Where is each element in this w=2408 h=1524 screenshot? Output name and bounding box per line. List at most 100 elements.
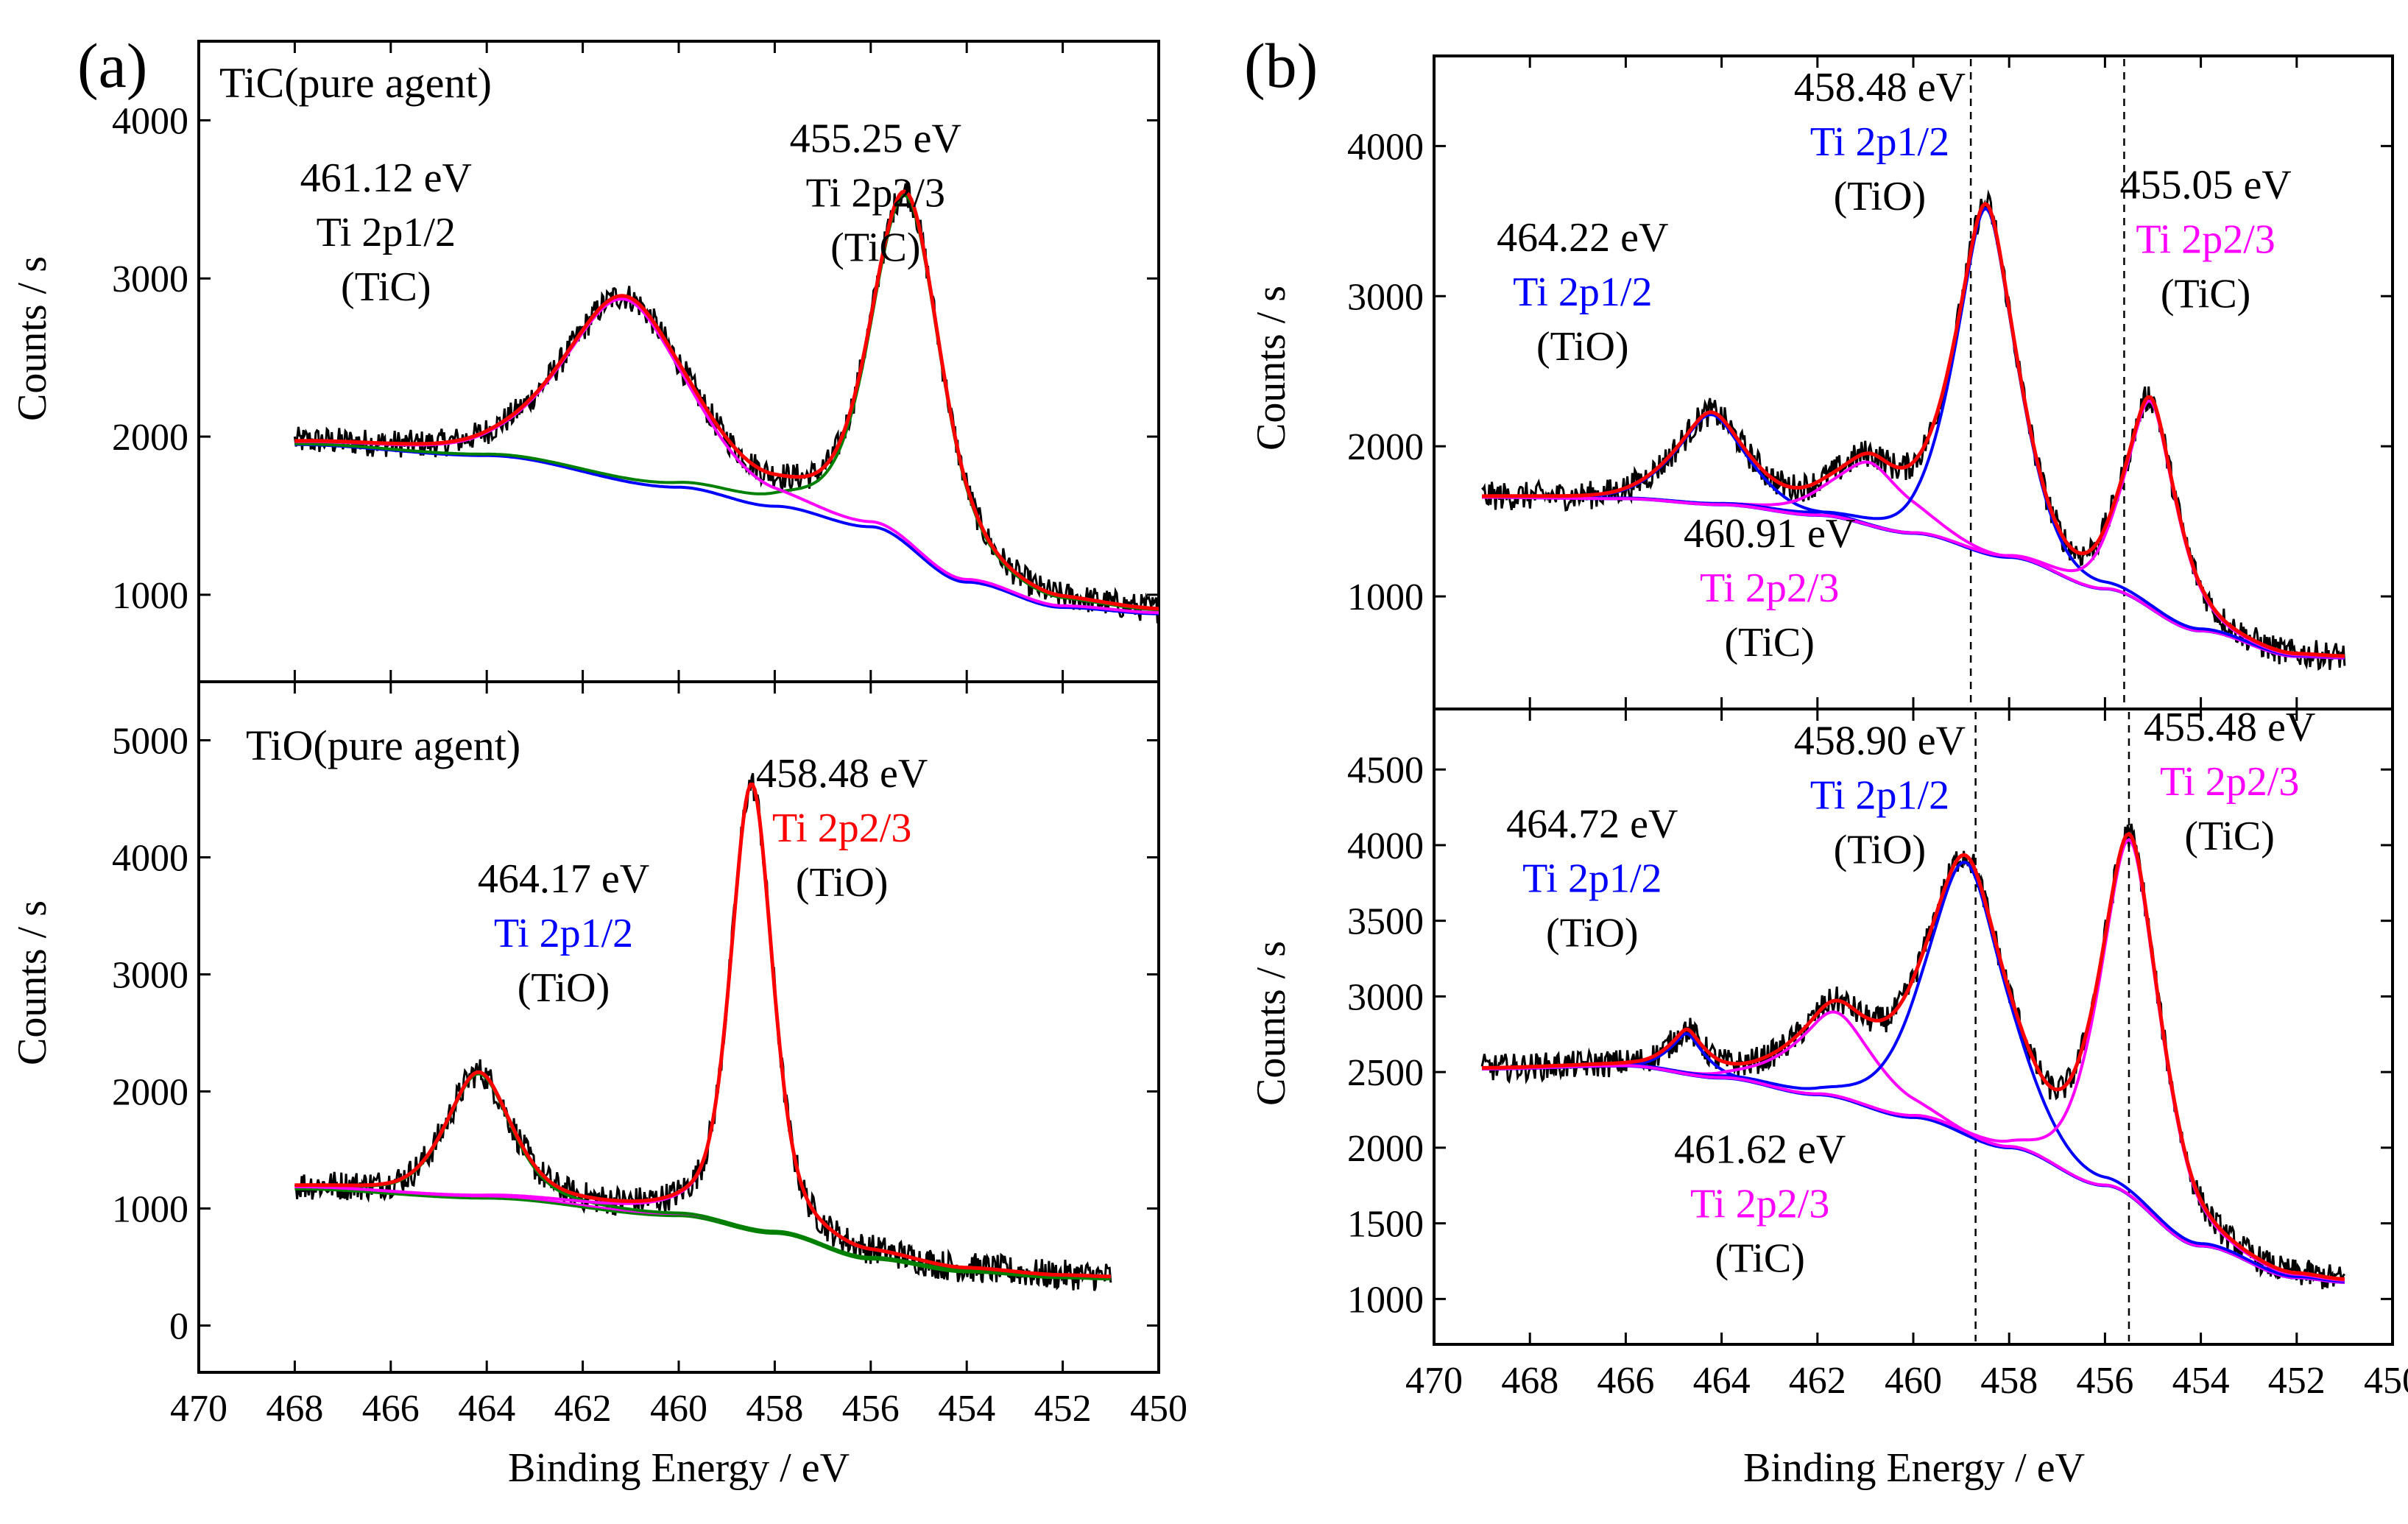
peak-annotation-line: 464.17 eV (478, 856, 649, 902)
y-tick-label: 3000 (112, 954, 188, 996)
panel-a-bottom-title: TiO(pure agent) (246, 722, 520, 769)
x-tick-label: 466 (1597, 1360, 1654, 1402)
envelope-fit-line (294, 189, 1159, 611)
panel-label-a: (a) (77, 30, 147, 101)
y-tick-label: 2500 (1347, 1052, 1424, 1094)
peak-annotation-line: 455.48 eV (2144, 705, 2315, 750)
plot-b-top: 1000 2000 3000 4000 458.48 eV Ti 2p1/2 (TiO) 45… (1347, 56, 2394, 709)
y-tick-label: 2000 (112, 1071, 188, 1113)
x-tick-label: 470 (170, 1388, 227, 1430)
x-tick-label: 456 (842, 1388, 900, 1430)
peak-annotation-line: (TiC) (2161, 272, 2250, 317)
peak-annotation-line: 455.25 eV (790, 116, 961, 161)
x-tick-label: 462 (554, 1388, 612, 1430)
peak-annotation-line: (TiO) (796, 860, 889, 906)
panel-a-top-ylabel: Counts / s (10, 256, 55, 421)
peak-annotation-line: (TiC) (2184, 814, 2274, 859)
peak-annotation-line: Ti 2p1/2 (317, 210, 456, 255)
x-tick-label: 450 (2364, 1360, 2408, 1402)
plot-tio-pure-agent: 470 468 466 464 462 460 458 456 454 452 450 0 1000 20… (112, 682, 1187, 1430)
y-tick-label: 1000 (112, 575, 188, 617)
y-tick-label: 4000 (112, 100, 188, 142)
plot-b-bottom: 470 468 466 464 462 460 458 456 454 452 450 1000 150… (1347, 705, 2408, 1402)
envelope-fit-line (1482, 831, 2345, 1281)
y-tick-label: 1000 (1347, 1279, 1424, 1321)
peak-annotation-line: Ti 2p1/2 (1810, 773, 1949, 819)
panel-label-b: (b) (1244, 30, 1318, 101)
peak-annotation-line: 461.62 eV (1674, 1126, 1846, 1172)
panel-b-top-ylabel: Counts / s (1249, 286, 1294, 451)
x-tick-label: 458 (1980, 1360, 2038, 1402)
peak-annotation-line: 461.12 eV (300, 155, 472, 201)
peak-annotation-line: (TiO) (1834, 828, 1927, 873)
y-tick-label: 5000 (112, 720, 188, 762)
y-tick-label: 4000 (1347, 126, 1424, 168)
y-tick-label: 4500 (1347, 749, 1424, 791)
peak-annotation-line: Ti 2p2/3 (772, 805, 911, 851)
x-tick-label: 450 (1130, 1388, 1187, 1430)
plot-tic-pure-agent: 1000 2000 3000 4000 455.25 eV Ti 2p2/3 (TiC) 46… (112, 41, 1160, 682)
y-tick-label: 1500 (1347, 1204, 1424, 1246)
peak-annotation-line: 464.72 eV (1506, 802, 1678, 847)
peak-annotation-line: Ti 2p1/2 (1513, 269, 1652, 315)
x-tick-label: 464 (458, 1388, 515, 1430)
y-tick-label: 4000 (112, 837, 188, 879)
x-tick-label: 454 (938, 1388, 995, 1430)
x-tick-label: 466 (362, 1388, 420, 1430)
x-tick-label: 458 (746, 1388, 803, 1430)
peak-annotation-line: Ti 2p2/3 (2136, 217, 2275, 263)
peak-annotation-line: (TiC) (830, 225, 920, 270)
peak-annotation-line: 458.90 eV (1794, 719, 1966, 764)
peak-annotation-line: Ti 2p2/3 (806, 170, 945, 216)
panel-a-top-title: TiC(pure agent) (219, 59, 492, 107)
peak-annotation-line: (TiO) (1834, 174, 1927, 219)
y-tick-label: 3000 (1347, 276, 1424, 318)
x-tick-label: 452 (1034, 1388, 1092, 1430)
peak-annotation-line: Ti 2p1/2 (494, 911, 633, 956)
peak-annotation-line: 455.05 eV (2119, 163, 2291, 208)
peak-annotation-line: Ti 2p1/2 (1522, 856, 1662, 902)
peak-annotation-line: (TiC) (1715, 1235, 1804, 1281)
x-tick-label: 456 (2076, 1360, 2133, 1402)
envelope-fit-line (294, 782, 1111, 1279)
x-tick-label: 462 (1789, 1360, 1846, 1402)
y-tick-label: 3000 (1347, 976, 1424, 1018)
x-tick-label: 460 (650, 1388, 707, 1430)
panel-a-bottom-ylabel: Counts / s (10, 900, 55, 1065)
x-tick-label: 454 (2172, 1360, 2230, 1402)
y-tick-label: 0 (169, 1305, 188, 1347)
y-tick-label: 3500 (1347, 901, 1424, 943)
peak-annotation-line: 458.48 eV (756, 751, 928, 797)
panel-b-bottom-ylabel: Counts / s (1249, 941, 1294, 1106)
y-tick-label: 2000 (112, 417, 188, 459)
y-tick-label: 3000 (112, 258, 188, 300)
peak-annotation-line: (TiC) (1724, 620, 1814, 666)
y-tick-label: 1000 (112, 1188, 188, 1230)
peak-annotation-line: Ti 2p2/3 (1690, 1181, 1829, 1227)
peak-annotation-line: (TiC) (341, 264, 431, 310)
y-tick-label: 4000 (1347, 825, 1424, 867)
peak-annotation-line: (TiO) (518, 965, 610, 1011)
x-tick-label: 452 (2268, 1360, 2326, 1402)
peak-annotation-line: (TiO) (1546, 911, 1639, 956)
y-tick-label: 1000 (1347, 576, 1424, 618)
x-tick-label: 468 (1501, 1360, 1558, 1402)
background-line-green (294, 1188, 1111, 1281)
peak-annotation-line: 460.91 eV (1684, 511, 1855, 557)
peak-annotation-line: Ti 2p2/3 (1700, 565, 1839, 611)
x-tick-label: 470 (1405, 1360, 1463, 1402)
peak-annotation-line: 458.48 eV (1794, 65, 1966, 110)
envelope-fit-line (1482, 201, 2345, 658)
panel-a-xlabel: Binding Energy / eV (508, 1445, 850, 1491)
y-tick-label: 2000 (1347, 426, 1424, 468)
peak-annotation-line: 464.22 eV (1497, 215, 1668, 261)
peak-annotation-line: (TiO) (1536, 324, 1629, 370)
panel-b-xlabel: Binding Energy / eV (1743, 1445, 2085, 1491)
peak-annotation-line: Ti 2p1/2 (1810, 119, 1949, 165)
panel-a: (a) Binding Energy / eV Counts / s Count… (10, 30, 1160, 1491)
x-tick-label: 464 (1693, 1360, 1751, 1402)
x-tick-label: 460 (1885, 1360, 1942, 1402)
y-tick-label: 2000 (1347, 1128, 1424, 1170)
